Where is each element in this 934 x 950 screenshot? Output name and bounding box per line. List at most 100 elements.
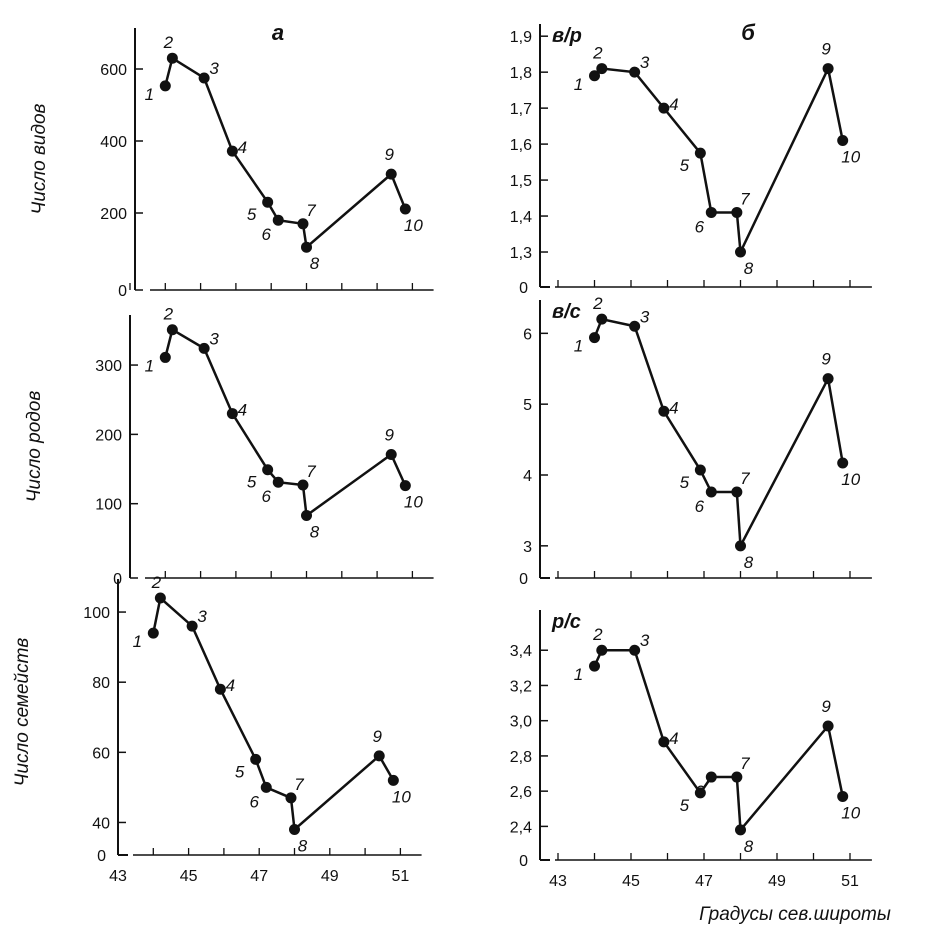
data-point-families [154, 592, 166, 604]
data-point-species [297, 218, 309, 230]
data-point-genera [159, 351, 171, 363]
data-point-species [301, 241, 312, 253]
point-label: 6 [695, 497, 705, 516]
series-line-genera [164, 327, 407, 518]
data-point-species [272, 214, 284, 226]
x-tick-label: 45 [622, 873, 640, 890]
point-label: 3 [209, 59, 219, 78]
data-point-species_per_family [694, 464, 706, 476]
series-line-species_per_family [593, 317, 844, 551]
y-axis-label-genera: Число родов [24, 391, 45, 503]
data-point-species_per_family [589, 332, 600, 344]
data-point-genera_per_family [589, 660, 600, 672]
y-tick-label-families: 60 [92, 745, 110, 762]
data-point-genera [301, 509, 312, 521]
y-tick-label-species_per_genus: 1,6 [510, 137, 532, 154]
y-tick-label-species_per_genus: 1,7 [510, 101, 532, 118]
point-label: 3 [640, 307, 650, 326]
data-point-families [289, 823, 300, 835]
data-point-genera [166, 324, 178, 336]
data-point-species_per_genus [735, 246, 746, 258]
x-tick-label: 49 [321, 868, 339, 885]
y-axis-label-families: Число семейств [12, 638, 33, 787]
series-line-genera_per_family [593, 648, 844, 834]
point-label: 1 [133, 632, 142, 651]
y-tick-label-genera: 100 [95, 497, 122, 514]
data-point-species_per_genus [837, 135, 849, 147]
data-point-species_per_genus [596, 63, 608, 75]
point-label: 3 [197, 607, 207, 626]
x-tick-label: 49 [768, 873, 786, 890]
data-point-families [260, 781, 272, 793]
point-label: 6 [695, 217, 705, 236]
point-label: 7 [740, 754, 750, 773]
data-point-species_per_genus [822, 63, 834, 75]
data-point-genera [272, 476, 284, 488]
data-point-species [226, 145, 238, 157]
data-point-families [186, 620, 198, 632]
y-tick-label-species_per_genus: 1,4 [510, 209, 532, 226]
point-label: 10 [841, 148, 860, 167]
data-point-species [198, 72, 210, 84]
y-tick-label-species_per_genus: 1,5 [510, 173, 532, 190]
data-point-families [387, 774, 399, 786]
origin-label-families: 0 [97, 848, 106, 865]
data-point-genera [297, 479, 309, 491]
data-point-species [166, 52, 178, 64]
y-tick-label-species_per_family: 5 [523, 397, 532, 414]
data-point-species [159, 80, 171, 92]
data-point-genera_per_family [694, 787, 706, 799]
y-tick-label-families: 40 [92, 815, 110, 832]
point-label: 4 [669, 398, 678, 417]
point-label: 10 [841, 803, 860, 822]
x-tick-label: 45 [180, 868, 198, 885]
point-label: 10 [841, 470, 860, 489]
point-label: 9 [372, 727, 382, 746]
point-label: 6 [262, 225, 272, 244]
data-point-genera_per_family [658, 736, 670, 748]
point-label: 8 [310, 254, 320, 273]
y-tick-label-species_per_family: 4 [523, 468, 532, 485]
point-label: 6 [695, 782, 705, 801]
y-tick-label-families: 100 [83, 605, 110, 622]
y-tick-label-genera_per_family: 3,0 [510, 714, 532, 731]
y-axis-label-species_per_family: в/с [552, 301, 581, 323]
point-label: 1 [574, 665, 583, 684]
point-label: 2 [163, 305, 174, 324]
series-line-species_per_genus [593, 64, 844, 257]
point-label: 9 [384, 425, 394, 444]
data-point-species_per_family [731, 486, 743, 498]
y-tick-label-genera: 200 [95, 427, 122, 444]
data-point-species [399, 203, 411, 215]
data-point-genera_per_family [735, 824, 746, 836]
data-point-species_per_genus [589, 70, 600, 82]
point-label: 10 [392, 787, 411, 806]
panel-label-b: б [741, 20, 756, 45]
x-tick-label: 43 [549, 873, 567, 890]
x-tick-label: 51 [392, 868, 410, 885]
y-tick-label-species: 200 [100, 206, 127, 223]
y-tick-label-genera_per_family: 2,8 [510, 749, 532, 766]
data-point-species_per_genus [658, 102, 670, 114]
point-label: 7 [740, 469, 750, 488]
y-tick-label-species: 400 [100, 134, 127, 151]
x-tick-label: 47 [695, 873, 713, 890]
y-tick-label-genera_per_family: 3,4 [510, 643, 532, 660]
data-point-species_per_family [735, 540, 746, 552]
data-point-families [250, 753, 262, 765]
point-label: 5 [247, 473, 257, 492]
point-label: 3 [209, 329, 219, 348]
point-label: 6 [250, 792, 260, 811]
series-line-families [152, 595, 395, 832]
data-point-species [262, 196, 274, 208]
data-point-species_per_genus [629, 66, 641, 78]
y-tick-label-species_per_family: 3 [523, 539, 532, 556]
point-label: 1 [145, 85, 154, 104]
data-point-genera_per_family [731, 771, 743, 783]
point-label: 4 [226, 676, 235, 695]
point-label: 1 [574, 75, 583, 94]
point-label: 2 [592, 625, 603, 644]
point-label: 2 [151, 573, 162, 592]
data-point-genera [226, 408, 238, 420]
